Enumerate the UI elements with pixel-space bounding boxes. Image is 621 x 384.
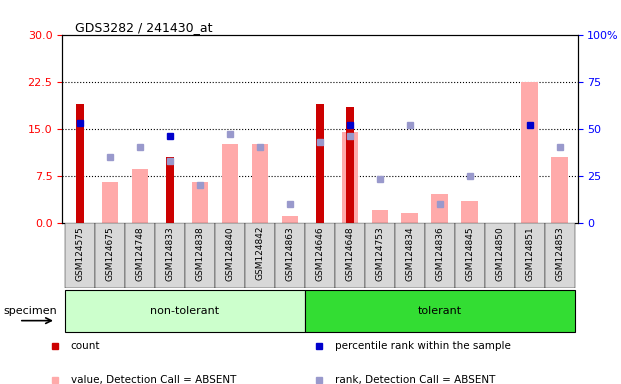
Bar	[551, 157, 568, 223]
Bar	[401, 214, 418, 223]
Text: GSM124842: GSM124842	[255, 226, 265, 280]
Bar	[125, 223, 155, 288]
Text: tolerant: tolerant	[417, 306, 462, 316]
Bar	[95, 223, 125, 288]
Bar	[305, 223, 335, 288]
Text: GSM124863: GSM124863	[285, 226, 294, 281]
Bar	[365, 223, 395, 288]
Bar	[315, 104, 324, 223]
Bar	[461, 201, 478, 223]
Bar	[275, 223, 305, 288]
Bar	[432, 195, 448, 223]
Text: GSM124834: GSM124834	[406, 226, 414, 281]
Bar	[305, 290, 574, 332]
Text: GSM124840: GSM124840	[225, 226, 234, 281]
Bar	[335, 223, 365, 288]
Text: value, Detection Call = ABSENT: value, Detection Call = ABSENT	[71, 375, 236, 384]
Bar	[215, 223, 245, 288]
Bar	[252, 144, 268, 223]
Text: GDS3282 / 241430_at: GDS3282 / 241430_at	[75, 21, 212, 34]
Text: GSM124748: GSM124748	[135, 226, 145, 281]
Text: GSM124675: GSM124675	[106, 226, 114, 281]
Bar	[155, 223, 185, 288]
Bar	[281, 217, 298, 223]
Bar	[166, 157, 174, 223]
Bar	[345, 107, 354, 223]
Bar	[425, 223, 455, 288]
Text: GSM124648: GSM124648	[345, 226, 355, 281]
Bar	[455, 223, 484, 288]
Text: count: count	[71, 341, 101, 351]
Text: GSM124851: GSM124851	[525, 226, 534, 281]
Bar	[65, 223, 95, 288]
Bar	[102, 182, 118, 223]
Bar	[76, 104, 84, 223]
Text: non-tolerant: non-tolerant	[150, 306, 220, 316]
Bar	[371, 210, 388, 223]
Bar	[222, 144, 238, 223]
Bar	[245, 223, 275, 288]
Bar	[395, 223, 425, 288]
Bar	[192, 182, 208, 223]
Text: percentile rank within the sample: percentile rank within the sample	[335, 341, 510, 351]
Bar	[484, 223, 515, 288]
Bar	[522, 82, 538, 223]
Bar	[65, 290, 305, 332]
Text: GSM124836: GSM124836	[435, 226, 444, 281]
Text: GSM124853: GSM124853	[555, 226, 564, 281]
Text: GSM124575: GSM124575	[76, 226, 84, 281]
Bar	[515, 223, 545, 288]
Text: GSM124845: GSM124845	[465, 226, 474, 281]
Text: GSM124833: GSM124833	[165, 226, 175, 281]
Text: rank, Detection Call = ABSENT: rank, Detection Call = ABSENT	[335, 375, 495, 384]
Text: GSM124850: GSM124850	[495, 226, 504, 281]
Text: GSM124838: GSM124838	[196, 226, 204, 281]
Bar	[342, 132, 358, 223]
Bar	[545, 223, 574, 288]
Text: specimen: specimen	[3, 306, 57, 316]
Text: GSM124753: GSM124753	[375, 226, 384, 281]
Bar	[185, 223, 215, 288]
Text: GSM124646: GSM124646	[315, 226, 324, 281]
Bar	[132, 169, 148, 223]
